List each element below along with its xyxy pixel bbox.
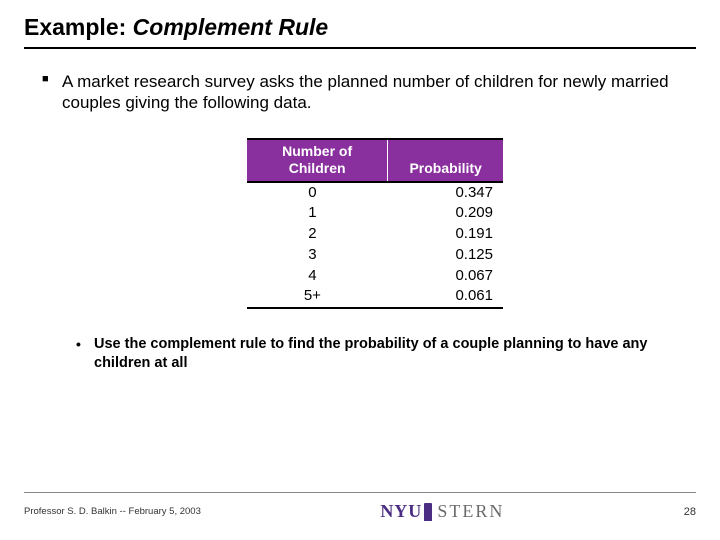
table-cell: 0.209 <box>388 203 503 224</box>
nyu-stern-logo: NYU STERN <box>380 501 504 522</box>
logo-nyu-text: NYU <box>380 501 422 522</box>
table-cell: 5+ <box>247 286 388 308</box>
footer-left-text: Professor S. D. Balkin -- February 5, 20… <box>24 506 201 517</box>
table-cell: 4 <box>247 266 388 287</box>
sub-bullet-text: Use the complement rule to find the prob… <box>94 336 647 371</box>
bullet-item: A market research survey asks the planne… <box>42 71 688 373</box>
table-row: 10.209 <box>247 203 503 224</box>
header-text: Probability <box>409 160 481 176</box>
table-cell: 0.191 <box>388 224 503 245</box>
slide-body: A market research survey asks the planne… <box>24 71 696 373</box>
table-cell: 3 <box>247 245 388 266</box>
bullet-list: A market research survey asks the planne… <box>42 71 688 373</box>
logo-stern-text: STERN <box>437 501 504 522</box>
table-row: 20.191 <box>247 224 503 245</box>
footer-row: Professor S. D. Balkin -- February 5, 20… <box>24 501 696 522</box>
table-cell: 0.125 <box>388 245 503 266</box>
page-number: 28 <box>684 506 696 518</box>
table-cell: 0.347 <box>388 182 503 204</box>
header-text: Children <box>289 160 346 176</box>
table-header-row: Number of Children Probability <box>247 139 503 182</box>
table-cell: 0 <box>247 182 388 204</box>
title-prefix: Example: <box>24 14 133 40</box>
table-row: 40.067 <box>247 266 503 287</box>
bullet-text: A market research survey asks the planne… <box>62 72 669 112</box>
table-header-cell: Number of Children <box>247 139 388 182</box>
table-row: 00.347 <box>247 182 503 204</box>
table-cell: 0.061 <box>388 286 503 308</box>
torch-icon <box>424 503 432 521</box>
table-body: 00.347 10.209 20.191 30.125 40.067 5+0.0… <box>247 182 503 309</box>
header-text: Number of <box>282 143 352 159</box>
footer-divider <box>24 492 696 493</box>
footer-logo: NYU STERN <box>380 501 504 522</box>
data-table-wrap: Number of Children Probability 00.347 10… <box>247 138 503 310</box>
data-table: Number of Children Probability 00.347 10… <box>247 138 503 310</box>
table-cell: 0.067 <box>388 266 503 287</box>
sub-bullet-list: Use the complement rule to find the prob… <box>76 335 688 373</box>
table-cell: 2 <box>247 224 388 245</box>
slide: Example: Complement Rule A market resear… <box>0 0 720 540</box>
sub-bullet-item: Use the complement rule to find the prob… <box>76 335 688 373</box>
footer: Professor S. D. Balkin -- February 5, 20… <box>0 492 720 540</box>
table-row: 30.125 <box>247 245 503 266</box>
table-row: 5+0.061 <box>247 286 503 308</box>
title-italic: Complement Rule <box>133 14 329 40</box>
table-header-cell: Probability <box>388 139 503 182</box>
table-cell: 1 <box>247 203 388 224</box>
title-underline <box>24 47 696 49</box>
slide-title: Example: Complement Rule <box>24 14 696 41</box>
